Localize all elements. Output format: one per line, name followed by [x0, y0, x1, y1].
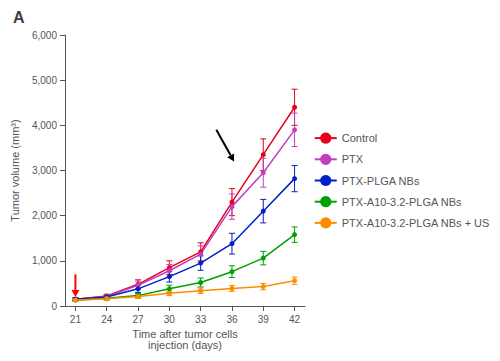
- svg-text:42: 42: [289, 314, 301, 325]
- svg-text:24: 24: [101, 314, 113, 325]
- svg-text:Time after tumor cells: Time after tumor cells: [132, 328, 238, 341]
- svg-text:1,000: 1,000: [32, 255, 57, 266]
- svg-text:PTX-PLGA NBs: PTX-PLGA NBs: [342, 175, 420, 187]
- svg-text:2,000: 2,000: [32, 210, 57, 221]
- svg-text:Tumor volume (mm³): Tumor volume (mm³): [9, 119, 21, 221]
- svg-text:39: 39: [258, 314, 270, 325]
- svg-text:33: 33: [195, 314, 207, 325]
- svg-text:0: 0: [51, 301, 57, 312]
- svg-text:21: 21: [70, 314, 82, 325]
- svg-text:5,000: 5,000: [32, 75, 57, 86]
- svg-text:A: A: [13, 9, 25, 26]
- svg-text:injection (days): injection (days): [148, 339, 222, 351]
- svg-text:PTX-A10-3.2-PLGA NBs: PTX-A10-3.2-PLGA NBs: [342, 196, 462, 208]
- svg-text:4,000: 4,000: [32, 120, 57, 131]
- svg-text:Control: Control: [342, 132, 377, 144]
- svg-text:36: 36: [226, 314, 238, 325]
- svg-text:3,000: 3,000: [32, 165, 57, 176]
- svg-text:27: 27: [132, 314, 144, 325]
- svg-text:6,000: 6,000: [32, 30, 57, 41]
- svg-text:PTX-A10-3.2-PLGA NBs + US: PTX-A10-3.2-PLGA NBs + US: [342, 217, 490, 229]
- svg-text:PTX: PTX: [342, 153, 364, 165]
- svg-text:30: 30: [164, 314, 176, 325]
